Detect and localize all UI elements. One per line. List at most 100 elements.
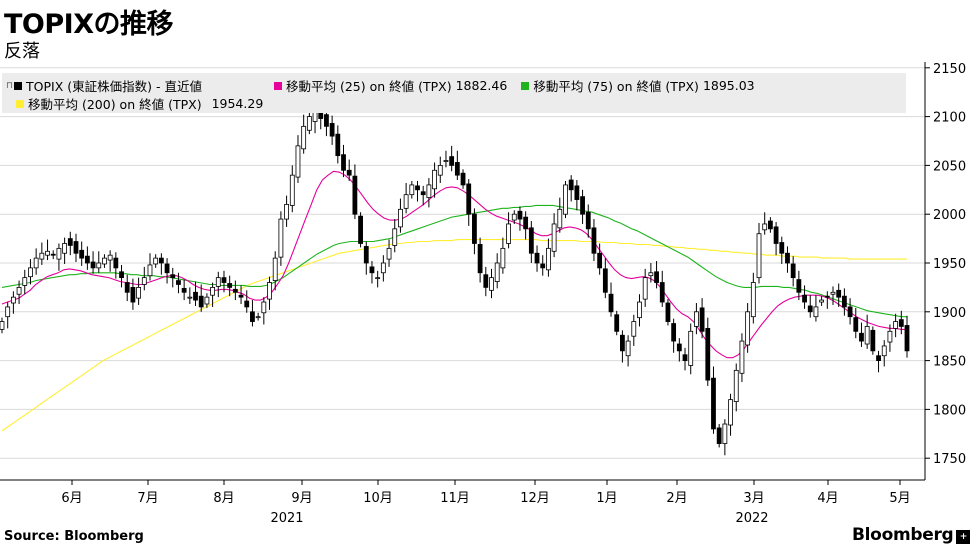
- candle-body: [551, 223, 557, 252]
- candle-body: [295, 145, 301, 178]
- candle-body: [198, 295, 204, 308]
- candle-body: [853, 317, 859, 332]
- candle-body: [415, 185, 420, 191]
- legend-row-2: 移動平均 (200) on 終値 (TPX) 1954.29: [6, 94, 273, 113]
- candle-body: [409, 184, 415, 196]
- candle-body: [847, 306, 853, 318]
- candle-body: [398, 208, 403, 228]
- candle-body: [187, 296, 193, 299]
- candle-body: [244, 300, 250, 308]
- legend-swatch-ma25: [273, 81, 282, 90]
- candle-body: [352, 175, 358, 215]
- ma-line: [1, 204, 907, 318]
- candle-body: [33, 257, 39, 269]
- candle-body: [45, 250, 50, 256]
- candle-body: [887, 330, 893, 343]
- legend-label-topix: TOPIX (東証株価指数) - 直近値: [26, 79, 202, 94]
- candle-body: [893, 321, 899, 329]
- candle-body: [637, 301, 642, 319]
- y-tick-label: 1850: [933, 355, 966, 370]
- candle-body: [84, 255, 90, 264]
- candle-body: [227, 283, 233, 288]
- candle-body: [557, 208, 563, 229]
- candle-body: [420, 191, 426, 196]
- candle-body: [67, 238, 73, 246]
- candle-body: [728, 399, 733, 426]
- candle-body: [705, 327, 711, 381]
- candle-body: [785, 252, 790, 264]
- candle-body: [540, 263, 546, 269]
- candle-body: [472, 213, 477, 244]
- candle-body: [841, 295, 847, 308]
- candle-body: [284, 204, 289, 220]
- legend-label-ma75: 移動平均 (75) on 終値 (TPX): [533, 79, 699, 94]
- candle-body: [375, 277, 381, 280]
- candle-body: [750, 282, 756, 318]
- candle-body: [22, 277, 28, 286]
- candle-body: [699, 307, 705, 332]
- candle-body: [477, 244, 483, 274]
- candle-body: [546, 247, 551, 271]
- candle-body: [796, 279, 802, 293]
- candle-body: [489, 277, 494, 291]
- candle-body: [494, 262, 500, 282]
- legend-swatch-topix: [14, 81, 23, 90]
- ma-line: [1, 239, 907, 432]
- candle-body: [107, 254, 113, 261]
- candle-body: [369, 266, 375, 274]
- candle-body: [267, 282, 272, 300]
- x-tick-label: 1月: [596, 491, 617, 506]
- candle-body: [204, 296, 210, 305]
- y-tick-label: 2150: [933, 62, 966, 77]
- candle-body: [716, 427, 722, 444]
- candle-body: [10, 296, 16, 304]
- x-tick-label: 2月: [666, 491, 687, 506]
- candle-body: [483, 274, 489, 288]
- x-year-label: 2021: [270, 511, 303, 526]
- x-tick-label: 7月: [137, 491, 158, 506]
- candle-body: [147, 264, 153, 277]
- candle-body: [733, 369, 739, 402]
- candle-body: [876, 355, 881, 362]
- candle-body: [688, 330, 694, 366]
- candle-body: [312, 111, 318, 122]
- candle-body: [614, 314, 620, 332]
- legend-item-ma25: 移動平均 (25) on 終値 (TPX) 1882.46: [273, 76, 508, 95]
- candle-body: [790, 263, 796, 279]
- candle-body: [392, 228, 398, 246]
- y-tick-label: 1750: [933, 452, 966, 467]
- candle-body: [460, 172, 466, 186]
- candle-body: [289, 174, 295, 206]
- candle-body: [779, 242, 785, 254]
- y-tick-label: 1800: [933, 403, 966, 418]
- candle-body: [767, 220, 773, 230]
- source-note: Source: Bloomberg: [4, 529, 144, 544]
- candle-body: [819, 299, 825, 303]
- y-tick-label: 2000: [933, 208, 966, 223]
- candle-body: [90, 261, 96, 269]
- candle-body: [232, 288, 238, 293]
- candle-body: [625, 340, 631, 357]
- candle-body: [301, 125, 307, 150]
- y-tick-label: 1900: [933, 306, 966, 321]
- candle-body: [824, 295, 830, 298]
- legend-value-ma25: 1882.46: [455, 78, 508, 93]
- candle-body: [859, 332, 864, 342]
- y-tick-label: 2050: [933, 159, 966, 174]
- candle-body: [306, 116, 312, 131]
- candle-body: [50, 253, 56, 256]
- legend-label-ma25: 移動平均 (25) on 終値 (TPX): [285, 79, 452, 94]
- chart-title: TOPIXの推移: [4, 9, 174, 40]
- candle-body: [16, 286, 22, 295]
- candle-body: [113, 257, 119, 269]
- x-tick-label: 11月: [440, 491, 470, 506]
- x-year-label: 2022: [735, 511, 768, 526]
- brand-mark-icon: +: [956, 530, 971, 544]
- x-tick-label: 10月: [363, 491, 393, 506]
- candle-body: [73, 241, 79, 254]
- candle-body: [130, 286, 136, 303]
- candle-body: [722, 423, 728, 444]
- candle-body: [864, 326, 870, 345]
- candle-body: [836, 289, 842, 298]
- candle-body: [79, 249, 85, 259]
